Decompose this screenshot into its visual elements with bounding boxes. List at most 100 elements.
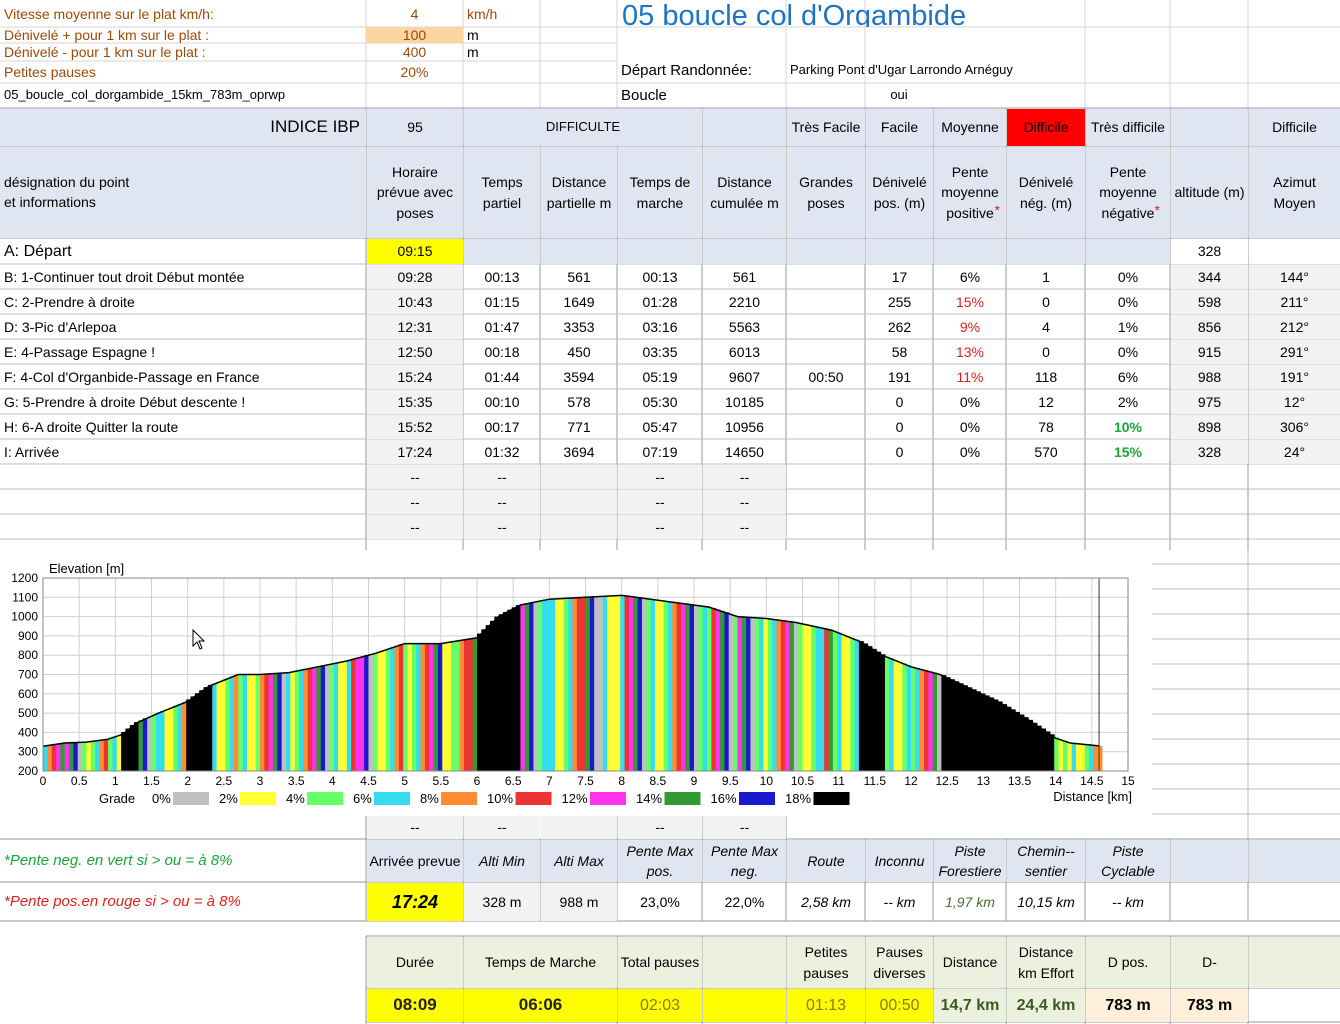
grade-bar (103, 739, 109, 771)
grade-bar (602, 596, 608, 771)
grade-bar (364, 655, 369, 771)
pauses-label: Petites pauses (4, 63, 96, 80)
row-cell-ppos: 0% (959, 443, 981, 460)
grade-bar (398, 644, 404, 771)
grade-bar (641, 598, 647, 771)
grade-bar (155, 712, 161, 771)
row-cell-tm: 07:19 (642, 443, 678, 460)
row-cell-name: F: 4-Col d'Organbide-Passage en France (4, 368, 260, 385)
grade-bar (1002, 704, 1007, 771)
grade-bar (516, 605, 521, 771)
summary2-value: 02:03 (618, 989, 702, 1022)
grade-bar (728, 613, 734, 771)
summary2-value: 783 m (1086, 989, 1170, 1022)
grade-bar (290, 671, 296, 771)
grade-bar (433, 643, 439, 771)
grade-bar (173, 705, 179, 771)
grade-bar (355, 657, 361, 771)
grade-bar (793, 622, 799, 771)
grade-bar (976, 691, 981, 771)
note-neg: *Pente neg. en vert si > ou = à 8% (4, 852, 233, 870)
dplus-value[interactable]: 100 (366, 27, 463, 43)
grade-bar (789, 621, 795, 771)
grade-bar (689, 604, 695, 771)
row-cell-dp (541, 239, 617, 264)
grade-bar (490, 620, 495, 771)
x-tick-label: 6.5 (505, 774, 522, 788)
summary1-value: 328 m (464, 883, 540, 921)
grade-bar (646, 598, 652, 771)
elevation-line (42, 594, 1100, 748)
col-designation: désignation du point et informations (0, 147, 366, 238)
grade-bar (620, 595, 626, 771)
row-cell-dpos: 0 (895, 393, 904, 410)
grade-bar (663, 600, 669, 771)
grade-bar (147, 716, 152, 771)
grade-bar (255, 674, 261, 771)
x-tick-label: 7 (546, 774, 553, 788)
row-cell-az: 211° (1249, 290, 1340, 314)
grade-bar (216, 681, 222, 771)
grade-bar (529, 602, 534, 771)
grade-bar (477, 633, 482, 771)
grade-bar (659, 600, 665, 771)
row-cell-az: 212° (1249, 315, 1340, 339)
row-cell-horaire: 17:24 (367, 440, 463, 464)
grade-bar (498, 614, 504, 771)
row-cell-name: D: 3-Pic d'Arlepoa (4, 318, 117, 335)
grade-bar (733, 615, 738, 771)
col-azimut: Azimut Moyen (1249, 147, 1340, 238)
row-cell-dpos (866, 239, 933, 264)
legend-label: 8% (420, 791, 439, 806)
row-cell-tp (464, 239, 540, 264)
y-tick-label: 800 (18, 648, 38, 662)
dminus-value[interactable]: 400 (402, 43, 427, 60)
grade-bar (989, 697, 994, 771)
grade-bar (1028, 719, 1034, 771)
grade-bar (181, 702, 187, 771)
legend-swatch (664, 792, 701, 805)
x-tick-label: 14.5 (1080, 774, 1104, 788)
row-cell-horaire: 12:50 (367, 340, 463, 364)
row-cell-tm: 00:13 (642, 268, 678, 285)
grade-bar (880, 654, 886, 771)
grade-bar (906, 665, 912, 771)
grade-bar (876, 651, 882, 771)
summary1-header: Chemin--sentier (1007, 840, 1085, 882)
speed-value[interactable]: 4 (410, 6, 419, 23)
grade-bar (359, 656, 365, 771)
row-cell-gp (787, 340, 865, 364)
grade-bar (73, 742, 79, 771)
row-cell-horaire: 12:31 (367, 315, 463, 339)
grade-bar (863, 643, 869, 771)
summary2-header: Durée (367, 937, 463, 988)
y-tick-label: 1000 (11, 610, 38, 624)
pauses-value[interactable]: 20% (400, 63, 429, 80)
legend-label: 10% (487, 791, 513, 806)
summary2-header: Distance km Effort (1007, 937, 1085, 988)
row-cell-ppos (934, 239, 1006, 264)
grade-bar (798, 623, 803, 771)
boucle-value: oui (890, 87, 908, 103)
grade-bar (43, 745, 48, 771)
grade-bar (767, 618, 773, 771)
row-cell-tp: 00:13 (484, 268, 520, 285)
grade-bar (1036, 725, 1042, 771)
grade-bar (212, 683, 218, 771)
placeholder-cell: -- (367, 515, 463, 539)
grade-bar (832, 630, 838, 771)
row-cell-alt: 975 (1171, 390, 1248, 414)
summary2-header: D pos. (1086, 937, 1170, 988)
x-tick-label: 10 (760, 774, 774, 788)
grade-bar (971, 689, 977, 771)
legend-swatch (441, 792, 477, 805)
grade-bar (329, 663, 335, 771)
x-tick-label: 0 (40, 774, 47, 788)
col-distance-cumulee: Distance cumulée m (703, 147, 786, 238)
grade-bar (776, 619, 782, 771)
grade-bar (264, 673, 270, 771)
summary2-header-blank (1249, 937, 1340, 988)
placeholder-cell: -- (618, 515, 702, 539)
y-tick-label: 300 (18, 745, 38, 759)
row-cell-name: A: Départ (4, 242, 72, 260)
